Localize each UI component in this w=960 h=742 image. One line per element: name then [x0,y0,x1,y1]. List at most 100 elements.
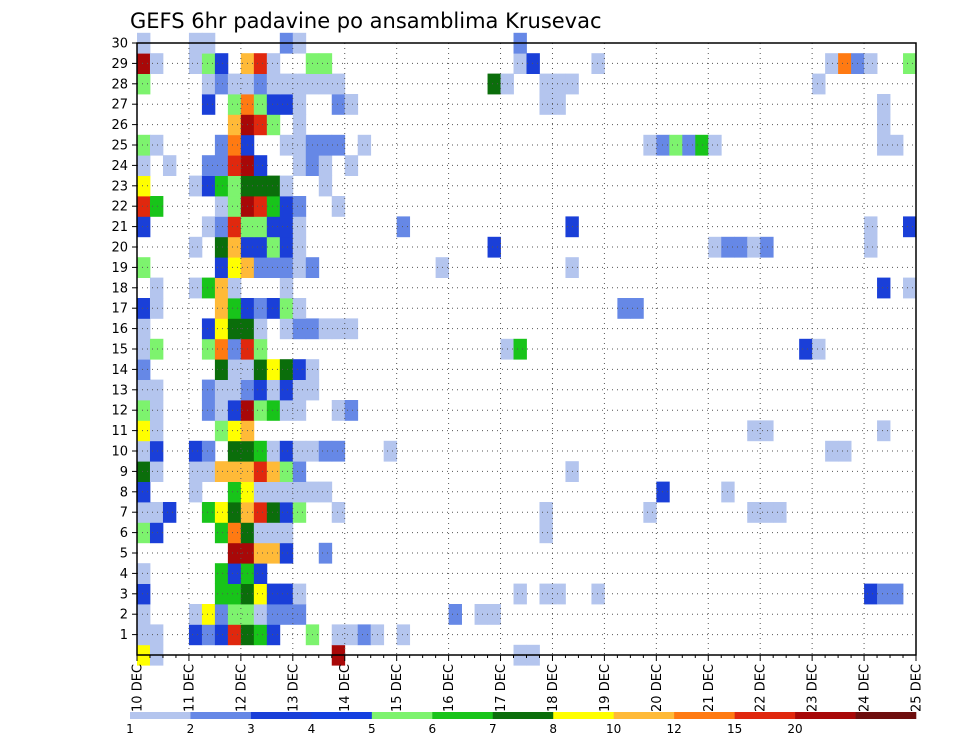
y-tick-label: 11 [111,424,128,439]
legend-swatch [250,712,312,719]
heatmap-cell [253,175,268,197]
heatmap-cell [292,440,307,462]
legend-label: 15 [727,722,742,736]
heatmap-cell [227,114,242,136]
heatmap-cell [137,440,151,462]
heatmap-cell [214,53,229,74]
heatmap-cell [214,400,229,421]
heatmap-cell [188,175,203,197]
heatmap-cell [344,318,359,340]
heatmap-cell [877,583,891,605]
legend-swatch [553,712,614,719]
heatmap-cell [253,216,268,238]
heatmap-cell [279,73,294,95]
heatmap-cell [253,461,268,482]
heatmap-cells [137,32,917,666]
heatmap-cell [214,73,229,95]
heatmap-cell [137,379,151,401]
heatmap-cell [214,624,229,646]
heatmap-cell [137,502,151,523]
heatmap-cell [253,624,268,646]
heatmap-cell [552,73,566,95]
heatmap-cell [279,196,294,217]
heatmap-cell [266,196,281,217]
color-legend: 1 2 3 4 5 6 7 8 10 12 15 20 [126,712,917,736]
heatmap-cell [448,604,462,625]
heatmap-cell [253,563,268,584]
heatmap-cell [253,379,268,401]
heatmap-cell [266,624,281,646]
legend-label: 5 [368,722,376,736]
heatmap-cell [149,522,164,544]
legend-swatch [492,712,554,719]
heatmap-cell [137,73,151,95]
heatmap-cell [292,216,307,238]
heatmap-cell [331,440,346,462]
heatmap-cell [137,420,151,442]
heatmap-cell [227,583,242,605]
heatmap-cell [331,502,346,523]
heatmap-cell [799,338,813,360]
heatmap-cell [344,94,359,115]
heatmap-cell [214,134,229,156]
heatmap-cell [227,563,242,584]
y-tick-label: 4 [120,567,128,582]
heatmap-cell [279,583,294,605]
heatmap-cell [149,134,164,156]
x-tick-label: 16 DEC [442,664,457,712]
heatmap-cell [552,94,566,115]
heatmap-cell [201,400,216,421]
legend-label: 3 [247,722,255,736]
heatmap-cell [188,481,203,503]
heatmap-cell [214,379,229,401]
heatmap-cell [279,236,294,258]
y-tick-label: 7 [120,506,128,521]
heatmap-cell [188,440,203,462]
heatmap-cell [344,155,359,176]
heatmap-cell [266,216,281,238]
heatmap-cell [279,359,294,380]
heatmap-cell [137,196,151,217]
heatmap-cell [214,502,229,523]
heatmap-cell [253,114,268,136]
heatmap-cell [279,216,294,238]
heatmap-cell [227,542,242,564]
x-tick-label: 13 DEC [286,664,301,712]
y-tick-label: 21 [111,220,128,235]
heatmap-cell [137,134,151,156]
heatmap-cell [357,134,372,156]
heatmap-cell [877,134,891,156]
y-tick-label: 5 [120,547,128,562]
heatmap-cell [253,318,268,340]
heatmap-cell [137,624,151,646]
heatmap-cell [214,563,229,584]
heatmap-cell [201,277,216,299]
heatmap-cell [266,400,281,421]
heatmap-cell [253,338,268,360]
heatmap-cell [214,155,229,176]
heatmap-cell [903,216,917,238]
heatmap-cell [201,318,216,340]
heatmap-cell [331,73,346,95]
legend-label: 4 [308,722,316,736]
heatmap-cell [487,236,501,258]
heatmap-cell [539,502,553,523]
heatmap-cell [253,400,268,421]
heatmap-cell [279,604,294,625]
heatmap-cell [137,522,151,544]
x-tick-label: 10 DEC [131,664,146,712]
heatmap-cell [137,338,151,360]
legend-swatch [371,712,433,719]
heatmap-cell [188,53,203,74]
heatmap-cell [877,420,891,442]
x-tick-label: 22 DEC [754,664,769,712]
heatmap-cell [149,53,164,74]
heatmap-cell [292,298,307,319]
heatmap-cell [253,359,268,380]
heatmap-cell [591,583,605,605]
heatmap-cell [214,216,229,238]
heatmap-cell [734,236,748,258]
heatmap-cell [266,542,281,564]
heatmap-cell [539,522,553,544]
heatmap-cell [877,94,891,115]
